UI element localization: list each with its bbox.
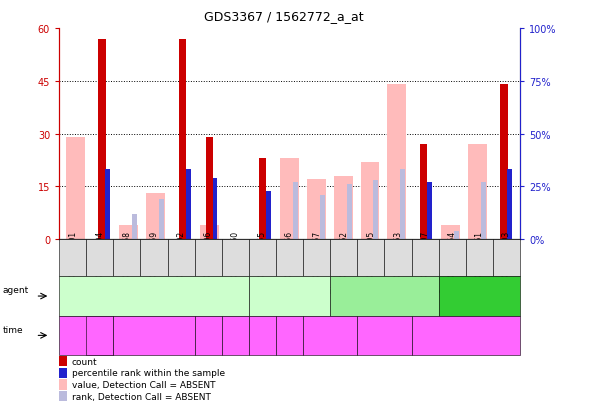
Text: 24 hours: 24 hours	[132, 330, 176, 341]
Bar	[293, 183, 298, 240]
Text: time: time	[3, 325, 24, 334]
Bar	[213, 212, 217, 240]
Text: argyrin A: argyrin A	[134, 292, 175, 301]
Text: siRNA against proteasome
subunits: siRNA against proteasome subunits	[324, 287, 444, 306]
Bar	[178, 39, 186, 240]
Bar	[400, 170, 405, 240]
Bar	[213, 178, 217, 240]
Bar	[441, 225, 460, 240]
Bar	[420, 145, 427, 240]
Text: rank, Detection Call = ABSENT: rank, Detection Call = ABSENT	[72, 392, 210, 401]
Text: GSM212662: GSM212662	[339, 230, 348, 276]
Text: control: control	[449, 330, 483, 341]
Text: GSM212656: GSM212656	[285, 230, 294, 276]
Text: none: none	[468, 292, 491, 301]
Bar	[347, 185, 352, 240]
Text: GSM297804: GSM297804	[95, 230, 104, 276]
Bar	[388, 85, 406, 240]
Text: 48
hours: 48 hours	[196, 326, 220, 345]
Bar	[186, 170, 191, 240]
Bar	[307, 180, 326, 240]
Text: 12 hours: 12 hours	[309, 330, 352, 341]
Text: GSM212658: GSM212658	[122, 230, 131, 276]
Text: GSM297801: GSM297801	[68, 230, 77, 276]
Bar	[361, 162, 379, 240]
Text: GSM212654: GSM212654	[448, 230, 457, 276]
Text: GSM297806: GSM297806	[204, 230, 213, 276]
Bar	[105, 170, 111, 240]
Bar	[98, 39, 106, 240]
Text: 48
hours: 48 hours	[278, 326, 301, 345]
Text: GSM212661: GSM212661	[475, 230, 484, 276]
Text: GSM297803: GSM297803	[502, 230, 511, 276]
Bar	[259, 159, 267, 240]
Text: GSM297802: GSM297802	[177, 230, 186, 276]
Bar	[280, 159, 299, 240]
Bar	[146, 194, 165, 240]
Text: value, Detection Call = ABSENT: value, Detection Call = ABSENT	[72, 380, 215, 389]
Text: GDS3367 / 1562772_a_at: GDS3367 / 1562772_a_at	[204, 10, 363, 23]
Bar	[334, 176, 353, 240]
Text: 24 hours: 24 hours	[363, 330, 406, 341]
Text: 14
hours: 14 hours	[88, 326, 112, 345]
Text: agent: agent	[3, 286, 29, 294]
Bar	[119, 225, 138, 240]
Bar	[454, 231, 459, 240]
Text: GSM212655: GSM212655	[258, 230, 267, 276]
Bar	[206, 138, 213, 240]
Bar	[427, 183, 432, 240]
Text: 14
hours: 14 hours	[223, 326, 247, 345]
Text: percentile rank within the sample: percentile rank within the sample	[72, 368, 225, 377]
Bar	[159, 199, 164, 240]
Bar	[320, 195, 324, 240]
Bar	[267, 191, 271, 240]
Text: 24
hours: 24 hours	[251, 326, 274, 345]
Bar	[501, 85, 508, 240]
Text: GSM212657: GSM212657	[312, 230, 321, 276]
Text: GSM297807: GSM297807	[421, 230, 430, 276]
Bar	[374, 180, 378, 240]
Bar	[480, 183, 485, 240]
Text: GSM212663: GSM212663	[394, 230, 402, 276]
Text: 12 hours: 12 hours	[65, 330, 108, 341]
Bar	[132, 214, 137, 240]
Text: GSM297805: GSM297805	[366, 230, 375, 276]
Text: bortezomib: bortezomib	[264, 292, 316, 301]
Text: count: count	[72, 357, 97, 366]
Text: GSM212659: GSM212659	[150, 230, 158, 276]
Bar	[66, 138, 85, 240]
Bar	[200, 225, 219, 240]
Text: GSM212660: GSM212660	[231, 230, 240, 276]
Bar	[508, 170, 512, 240]
Bar	[468, 145, 486, 240]
